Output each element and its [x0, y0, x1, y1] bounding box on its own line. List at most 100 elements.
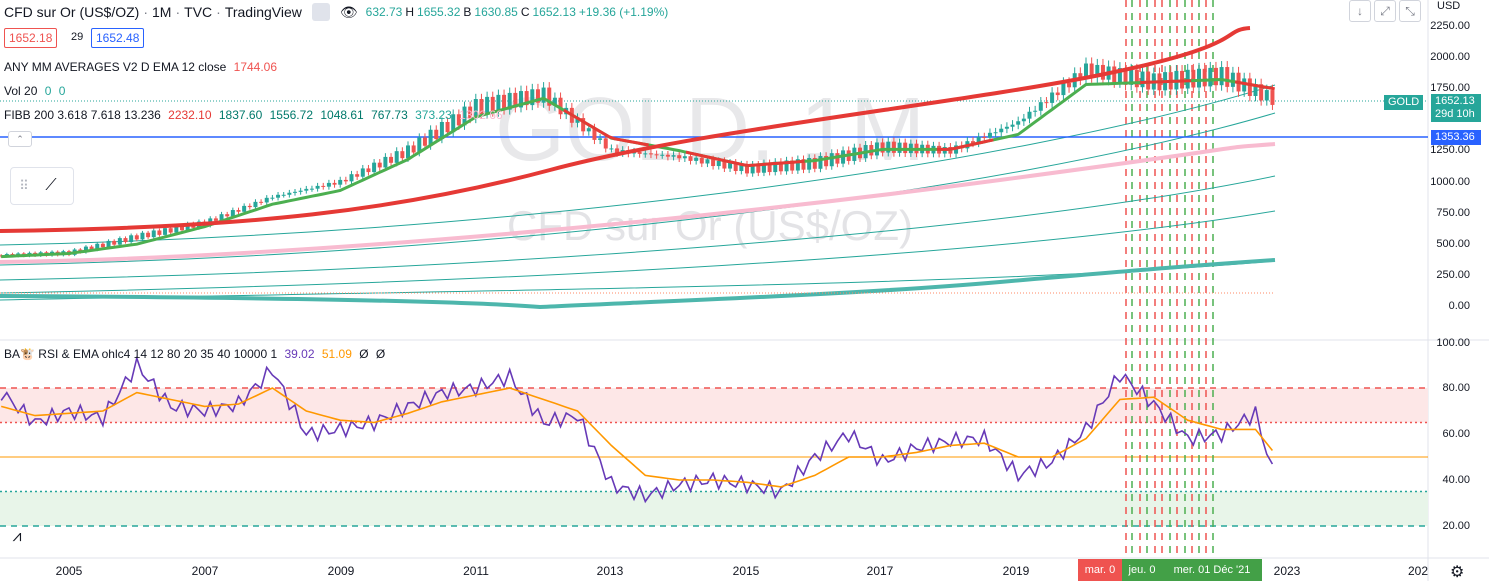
rsi-legend[interactable]: BA🐮 RSI & EMA ohlc4 14 12 80 20 35 40 10… — [4, 347, 389, 361]
ohlc-low-label: B — [463, 5, 472, 19]
price-candle — [654, 154, 659, 156]
price-candle — [1219, 67, 1224, 86]
long-ma-teal — [0, 258, 1276, 310]
ema-legend[interactable]: ANY MM AVERAGES V2 D EMA 12 close 1744.0… — [4, 60, 281, 74]
price-candle — [745, 164, 749, 174]
price-candle — [637, 151, 642, 154]
rsi-tick: 20.00 — [1442, 520, 1470, 532]
price-candle — [434, 129, 439, 140]
price-candle — [1117, 68, 1122, 83]
rsi-oversold-zone — [0, 491, 1428, 526]
time-label: 2019 — [1002, 564, 1030, 578]
fibb-value: 373.23 — [415, 108, 452, 122]
rsi-overbought-zone — [0, 388, 1428, 423]
expand-button[interactable]: ⤢ — [1374, 0, 1396, 22]
ema-legend-value: 1744.06 — [233, 60, 278, 74]
tradingview-logo-icon[interactable]: ⩘ — [4, 527, 30, 547]
hline-price-tag[interactable]: 1353.36 — [1431, 130, 1481, 145]
price-candle — [1213, 67, 1218, 86]
interval-label[interactable]: 1M — [152, 4, 172, 20]
sell-price-box[interactable]: 1652.18 — [4, 28, 58, 48]
price-candle — [716, 160, 721, 167]
price-candle — [1134, 69, 1139, 88]
collapse-icon: ⤡ — [1405, 3, 1415, 18]
fibb-legend-title: FIBB 200 3.618 7.618 13.236 — [4, 108, 161, 122]
rsi-value: 39.02 — [284, 347, 315, 361]
rsi-extra-2: Ø — [375, 347, 386, 361]
chart-header: CFD sur Or (US$/OZ) · 1M · TVC · Trading… — [0, 0, 668, 24]
price-candle — [293, 191, 297, 193]
price-candle — [1084, 63, 1088, 80]
price-candle — [665, 154, 670, 157]
price-candle — [287, 192, 292, 195]
ohlc-close: 1652.13 — [532, 5, 576, 19]
eye-icon[interactable]: 👁 — [339, 3, 358, 20]
price-candle — [699, 157, 704, 164]
price-candle — [1100, 64, 1105, 80]
price-candle — [971, 141, 975, 144]
time-label: 2023 — [1273, 564, 1301, 578]
chevron-up-icon: ⌃ — [16, 133, 24, 144]
fib-band-line — [0, 210, 1276, 294]
settings-gear-icon[interactable]: ⚙ — [1450, 564, 1465, 581]
fibb-value: 767.73 — [371, 108, 408, 122]
price-candle — [1225, 67, 1230, 87]
price-candle — [507, 92, 512, 110]
price-candle — [112, 240, 117, 245]
fibb-value: 1556.72 — [269, 108, 313, 122]
price-candle — [1021, 118, 1026, 122]
scroll-down-button[interactable]: ↓ — [1349, 0, 1371, 22]
buy-price-box[interactable]: 1652.48 — [91, 28, 145, 48]
ohlc-change: +19.36 (+1.19%) — [578, 5, 669, 19]
separator: · — [175, 4, 181, 20]
price-candle — [151, 230, 156, 238]
date-tag-red: mar. 0 — [1078, 559, 1122, 581]
price-candle — [648, 153, 653, 155]
price-candle — [1197, 68, 1201, 88]
price-candle — [377, 162, 382, 168]
price-candle — [83, 246, 88, 253]
rsi-line — [0, 355, 1274, 504]
price-candle — [180, 225, 184, 231]
price-candle — [473, 98, 478, 119]
currency-label[interactable]: USD — [1437, 0, 1461, 12]
price-candle — [485, 96, 490, 114]
price-candle — [281, 194, 286, 196]
draw-trend-icon[interactable]: ⟋ — [45, 177, 57, 194]
price-candle — [490, 96, 495, 112]
price-candle — [270, 197, 275, 199]
price-candle — [496, 94, 501, 112]
price-candle — [886, 141, 891, 153]
market-status-icon[interactable] — [311, 3, 330, 21]
drag-handle-icon[interactable]: ⠿ — [19, 178, 29, 193]
volume-legend[interactable]: Vol 20 0 0 — [4, 84, 69, 98]
rsi-tick: 60.00 — [1442, 428, 1470, 440]
price-candle — [213, 218, 218, 221]
price-candle — [581, 118, 586, 132]
drawing-floating-toolbar[interactable]: ⠿ ⟋ — [10, 167, 74, 205]
price-candle — [801, 159, 806, 170]
rsi-ema-line — [0, 387, 1274, 488]
price-candle — [1264, 90, 1269, 101]
price-candle — [987, 132, 992, 138]
price-candle — [1202, 68, 1207, 87]
collapse-button[interactable]: ⤡ — [1399, 0, 1421, 22]
price-candle — [225, 214, 230, 217]
price-candle — [264, 197, 269, 203]
price-candle — [174, 225, 179, 233]
rsi-tick: 100.00 — [1436, 337, 1470, 349]
price-candle — [829, 153, 834, 167]
price-candle — [513, 92, 518, 108]
price-candle — [422, 137, 427, 146]
price-candle — [1230, 72, 1235, 87]
time-label: 2011 — [463, 564, 489, 578]
collapse-legend-button[interactable]: ⌃ — [8, 131, 32, 147]
symbol-name[interactable]: CFD sur Or (US$/OZ) — [4, 4, 140, 20]
fibb-legend[interactable]: FIBB 200 3.618 7.618 13.236 2232.10 1837… — [4, 108, 507, 122]
separator: · — [143, 4, 149, 20]
fib-band-line — [0, 112, 1276, 266]
price-candle — [95, 243, 100, 250]
price-candle — [790, 160, 795, 171]
price-candle — [259, 201, 264, 203]
